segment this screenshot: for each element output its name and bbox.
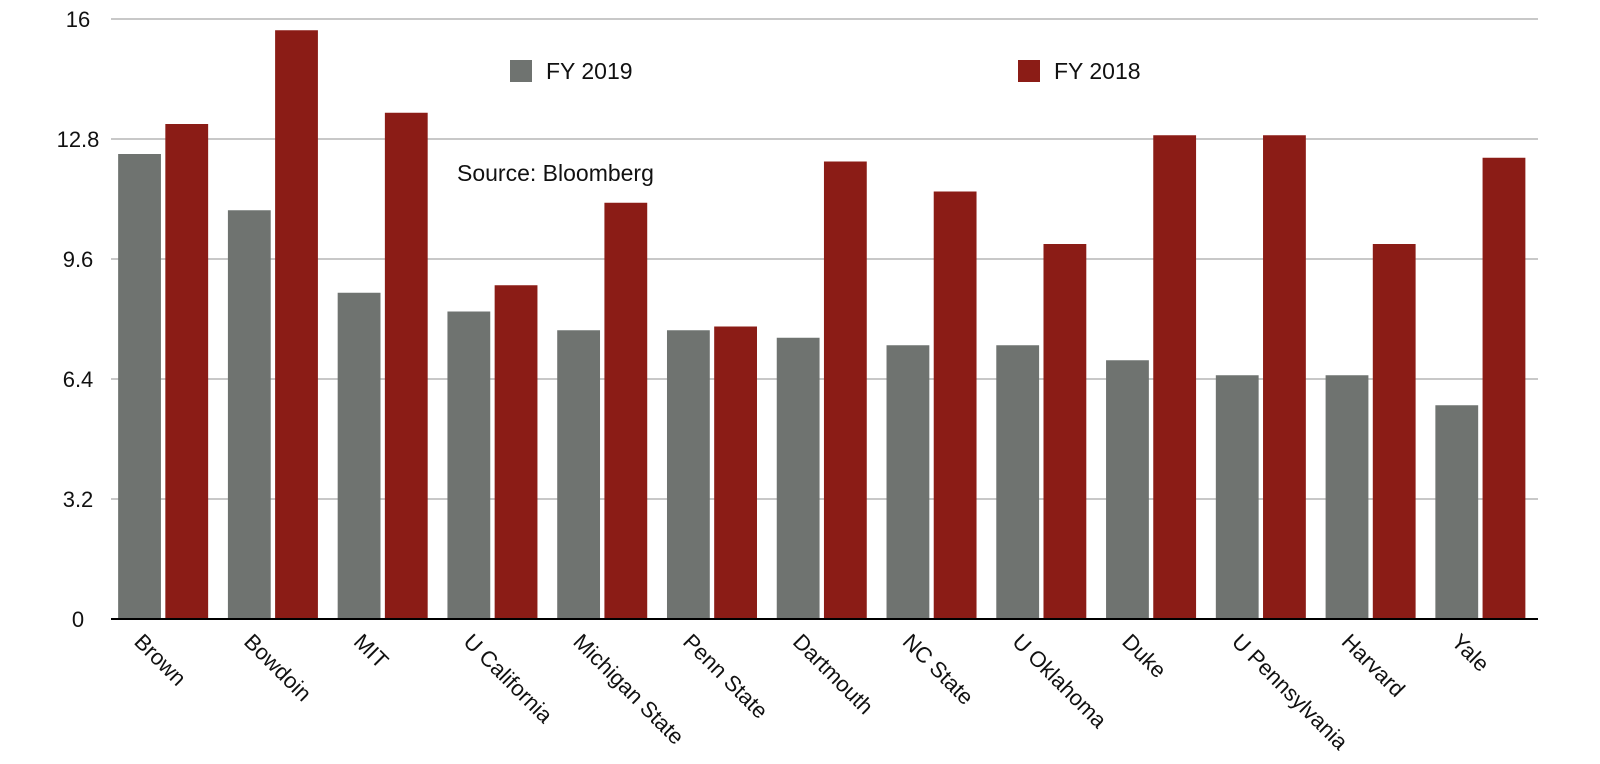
x-tick-label-harvard: Harvard	[1337, 629, 1410, 702]
y-tick-label-6-4: 6.4	[63, 367, 94, 392]
legend-item-fy-2019: FY 2019	[510, 58, 633, 84]
bar-yale-fy-2019	[1435, 405, 1479, 619]
bar-u-california-fy-2018	[494, 285, 538, 619]
x-tick-label-mit: MIT	[349, 629, 393, 673]
y-tick-label-12-8: 12.8	[57, 127, 100, 152]
bar-nc-state-fy-2018	[933, 191, 977, 619]
bar-layer	[118, 30, 1526, 619]
legend-swatch-fy-2019	[510, 60, 532, 82]
legend-item-fy-2018: FY 2018	[1018, 58, 1141, 84]
bar-duke-fy-2019	[1106, 360, 1149, 619]
x-tick-label-nc-state: NC State	[898, 629, 979, 710]
bar-penn-state-fy-2018	[714, 326, 757, 619]
bar-harvard-fy-2019	[1325, 375, 1369, 619]
x-tick-label-penn-state: Penn State	[678, 629, 773, 724]
y-tick-label-16: 16	[66, 7, 90, 32]
x-tick-label-dartmouth: Dartmouth	[788, 629, 878, 719]
y-tick-label-9-6: 9.6	[63, 247, 94, 272]
bar-yale-fy-2018	[1482, 157, 1526, 619]
bar-u-oklahoma-fy-2019	[996, 345, 1040, 619]
x-tick-label-brown: Brown	[129, 629, 191, 691]
bar-nc-state-fy-2019	[886, 345, 930, 619]
x-tick-label-u-california: U California	[459, 629, 558, 728]
legend: FY 2019 FY 2018	[510, 58, 1141, 84]
x-tick-label-u-oklahoma: U Oklahoma	[1008, 629, 1113, 734]
x-tick-label-u-pennsylvania: U Pennsylvania	[1227, 629, 1353, 755]
source-note: Source: Bloomberg	[457, 160, 654, 186]
legend-label-fy-2018: FY 2018	[1054, 58, 1141, 84]
legend-swatch-fy-2018	[1018, 60, 1040, 82]
bar-brown-fy-2019	[118, 154, 161, 619]
bar-michigan-state-fy-2018	[604, 202, 648, 619]
bar-u-pennsylvania-fy-2019	[1215, 375, 1259, 619]
x-tick-label-yale: Yale	[1447, 629, 1495, 677]
bar-michigan-state-fy-2019	[557, 330, 601, 619]
bar-u-oklahoma-fy-2018	[1043, 244, 1087, 619]
x-tick-label-bowdoin: Bowdoin	[239, 629, 316, 706]
bar-u-pennsylvania-fy-2018	[1263, 135, 1306, 619]
bar-dartmouth-fy-2019	[776, 337, 820, 619]
bar-mit-fy-2018	[384, 112, 428, 619]
bar-u-california-fy-2019	[447, 311, 491, 619]
bar-dartmouth-fy-2018	[823, 161, 867, 619]
bar-mit-fy-2019	[337, 292, 381, 619]
y-tick-label-0: 0	[72, 607, 84, 632]
bar-harvard-fy-2018	[1372, 244, 1416, 619]
bar-duke-fy-2018	[1153, 135, 1197, 619]
bar-bowdoin-fy-2018	[275, 30, 318, 619]
x-tick-label-michigan-state: Michigan State	[568, 629, 689, 750]
bar-penn-state-fy-2019	[666, 330, 710, 619]
y-tick-label-3-2: 3.2	[63, 487, 94, 512]
legend-label-fy-2019: FY 2019	[546, 58, 633, 84]
bar-bowdoin-fy-2019	[227, 210, 271, 619]
x-tick-label-duke: Duke	[1117, 629, 1171, 683]
bar-brown-fy-2018	[165, 124, 209, 619]
